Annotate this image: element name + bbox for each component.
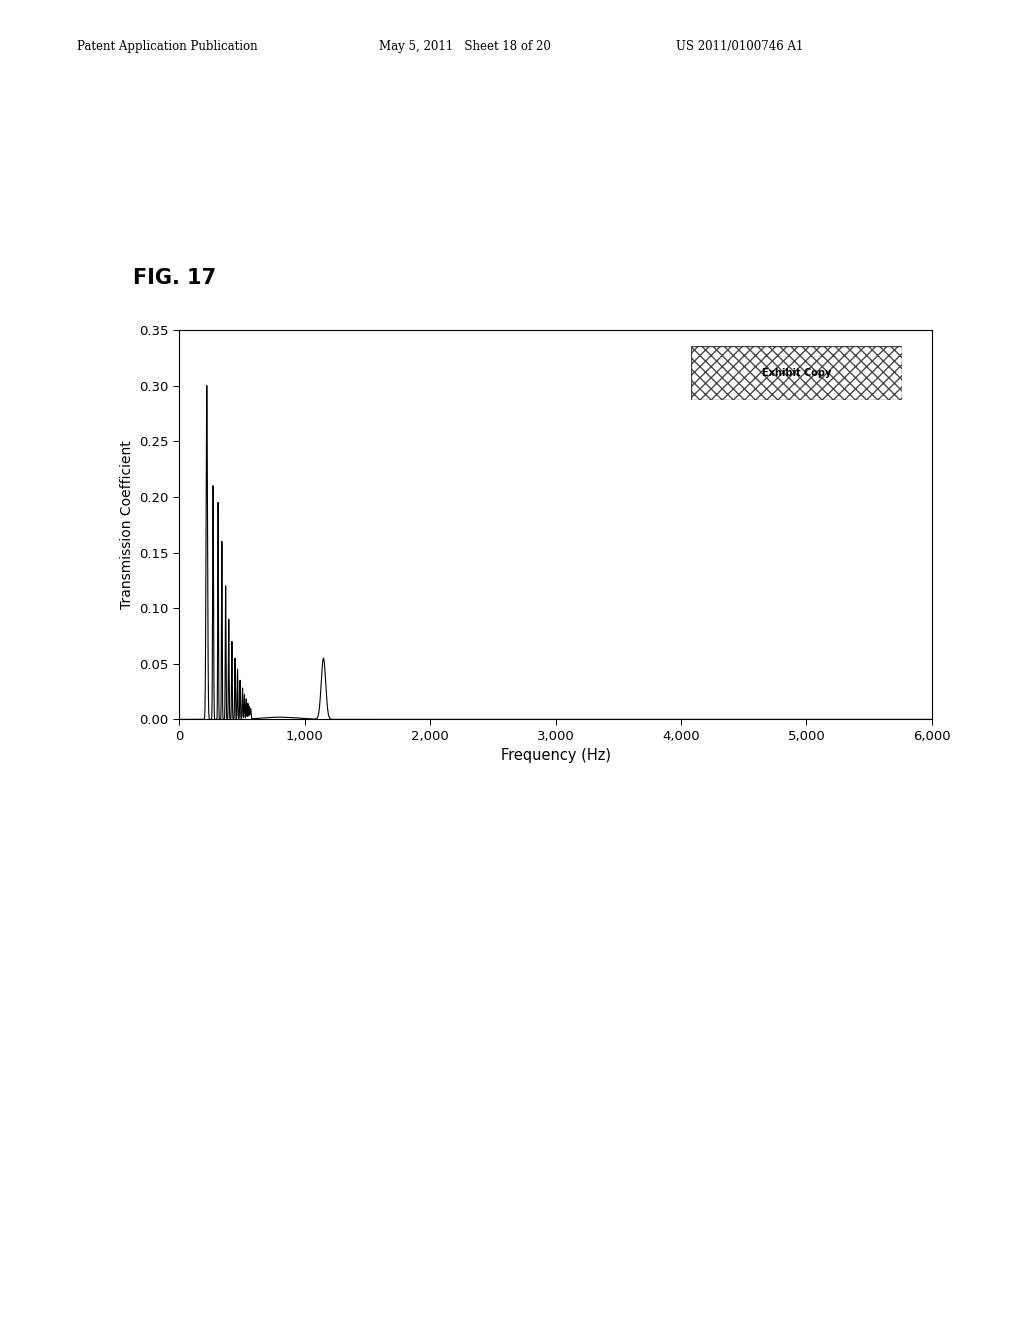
X-axis label: Frequency (Hz): Frequency (Hz) xyxy=(501,748,610,763)
Text: FIG. 17: FIG. 17 xyxy=(133,268,216,288)
Text: May 5, 2011   Sheet 18 of 20: May 5, 2011 Sheet 18 of 20 xyxy=(379,40,551,53)
Text: US 2011/0100746 A1: US 2011/0100746 A1 xyxy=(676,40,803,53)
Text: Patent Application Publication: Patent Application Publication xyxy=(77,40,257,53)
Y-axis label: Transmission Coefficient: Transmission Coefficient xyxy=(120,441,134,609)
